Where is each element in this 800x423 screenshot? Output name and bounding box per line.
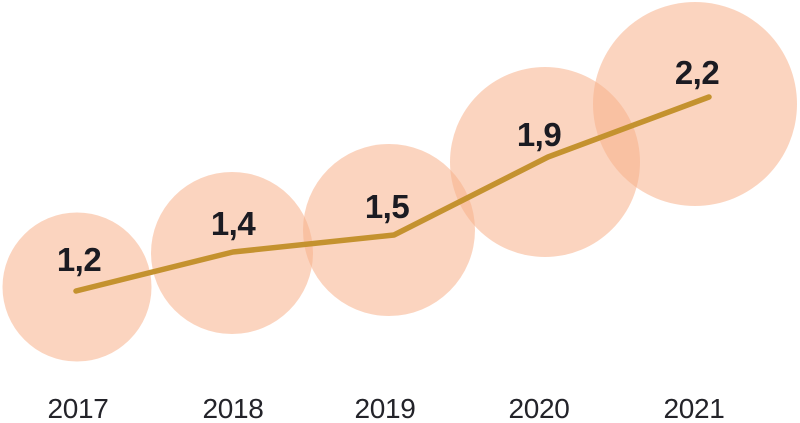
x-axis-label-2018: 2018 xyxy=(202,393,263,423)
x-axis-label-2019: 2019 xyxy=(354,393,415,423)
bubble-2019 xyxy=(303,144,475,316)
x-axis-label-2017: 2017 xyxy=(47,393,108,423)
value-label-2017: 1,2 xyxy=(57,241,102,278)
x-axis-label-2020: 2020 xyxy=(508,393,569,423)
trend-line xyxy=(73,94,712,294)
x-axis-label-2021: 2021 xyxy=(663,393,724,423)
bubble-2020 xyxy=(450,67,640,257)
value-label-2020: 1,9 xyxy=(517,116,562,153)
value-label-2021: 2,2 xyxy=(675,54,720,91)
bubble-2017 xyxy=(2,212,152,362)
value-label-2019: 1,5 xyxy=(365,188,410,225)
value-label-2018: 1,4 xyxy=(211,205,257,242)
